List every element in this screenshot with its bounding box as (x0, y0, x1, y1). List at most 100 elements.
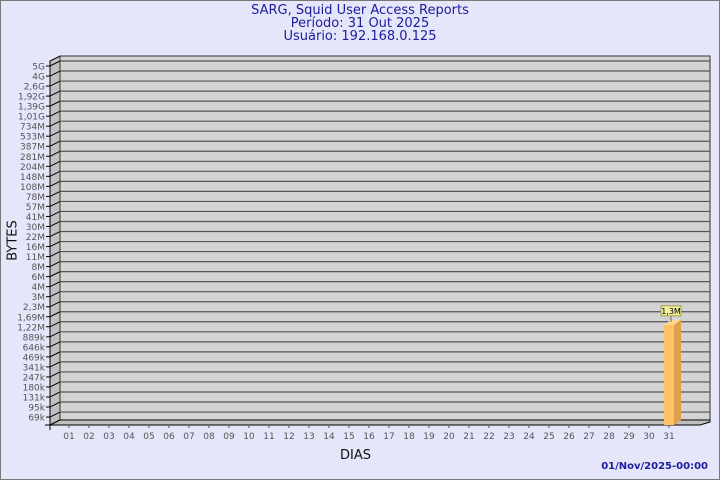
y-tick-depth (49, 321, 61, 328)
x-tick-label: 10 (243, 432, 255, 442)
y-tick-label: 3M (32, 293, 46, 303)
y-tick-depth (49, 361, 61, 368)
y-tick-label: 30M (26, 223, 45, 233)
y-tick-label: 889k (23, 333, 46, 343)
x-tick-label: 23 (503, 432, 514, 442)
y-tick-label: 95k (28, 404, 45, 414)
x-tick-label: 03 (103, 432, 114, 442)
y-tick-depth (49, 120, 61, 127)
bar-front (664, 324, 674, 425)
floor (49, 419, 711, 426)
x-tick-label: 28 (603, 432, 615, 442)
y-tick-depth (49, 100, 61, 107)
y-tick-label: 646k (23, 343, 46, 353)
y-tick-label: 4M (32, 283, 46, 293)
x-tick-label: 21 (463, 432, 474, 442)
y-tick-label: 1,69M (17, 313, 45, 323)
y-tick-label: 11M (26, 253, 45, 263)
y-tick-depth (49, 251, 61, 258)
x-tick-label: 18 (403, 432, 415, 442)
x-tick-label: 09 (223, 432, 235, 442)
y-tick-depth (49, 150, 61, 157)
x-tick-label: 13 (303, 432, 314, 442)
x-tick-label: 01 (63, 432, 74, 442)
x-tick-label: 25 (543, 432, 554, 442)
y-axis-label: BYTES (5, 220, 21, 261)
y-tick-depth (49, 271, 61, 278)
y-tick-depth (49, 341, 61, 348)
y-tick-depth (49, 180, 61, 187)
y-tick-label: 1,92G (18, 93, 45, 103)
y-tick-depth (49, 291, 61, 298)
y-tick-label: 57M (26, 203, 45, 213)
chart-title: SARG, Squid User Access Reports (251, 3, 469, 18)
y-tick-depth (49, 170, 61, 177)
y-tick-label: 387M (20, 143, 45, 153)
y-tick-label: 2,3M (23, 303, 45, 313)
x-tick-label: 27 (583, 432, 594, 442)
x-tick-label: 12 (283, 432, 294, 442)
generated-timestamp: 01/Nov/2025-00:00 (601, 461, 708, 472)
y-tick-depth (49, 200, 61, 207)
y-tick-depth (49, 80, 61, 87)
y-tick-depth (49, 391, 61, 398)
y-tick-label: 204M (20, 163, 45, 173)
x-tick-label: 31 (663, 432, 674, 442)
y-tick-depth (49, 371, 61, 378)
y-tick-depth (49, 401, 61, 408)
y-tick-label: 247k (23, 373, 46, 383)
y-tick-label: 131k (23, 393, 46, 403)
x-tick-label: 05 (143, 432, 154, 442)
x-tick-label: 22 (483, 432, 494, 442)
y-tick-label: 734M (20, 123, 45, 133)
y-tick-label: 1,01G (18, 113, 45, 123)
y-tick-depth (49, 331, 61, 338)
y-tick-label: 1,39G (18, 103, 45, 113)
plot-back (59, 55, 711, 421)
x-tick-label: 02 (83, 432, 94, 442)
x-tick-label: 24 (523, 432, 535, 442)
x-tick-label: 26 (563, 432, 575, 442)
y-tick-label: 108M (20, 183, 45, 193)
x-tick-label: 29 (623, 432, 635, 442)
y-tick-depth (49, 130, 61, 137)
y-tick-label: 2,6G (24, 83, 45, 93)
x-tick-label: 04 (123, 432, 135, 442)
y-tick-label: 281M (20, 153, 45, 163)
y-tick-depth (49, 311, 61, 318)
data-label-box (660, 305, 682, 317)
y-tick-label: 180k (23, 383, 46, 393)
x-tick-label: 07 (183, 432, 194, 442)
x-tick-label: 14 (323, 432, 335, 442)
x-tick-label: 19 (423, 432, 435, 442)
y-tick-depth (49, 160, 61, 167)
x-axis-label: DIAS (340, 448, 371, 463)
x-tick-label: 16 (363, 432, 375, 442)
y-tick-depth (49, 231, 61, 237)
chart-user: Usuário: 192.168.0.125 (283, 29, 437, 44)
y-tick-label: 4G (32, 73, 45, 83)
y-tick-label: 69k (28, 414, 45, 424)
y-tick-depth (49, 60, 61, 67)
y-tick-label: 1,22M (17, 323, 45, 333)
x-tick-label: 06 (163, 432, 175, 442)
y-tick-label: 8M (32, 263, 46, 273)
y-tick-label: 5G (32, 63, 45, 73)
data-label: 1,3M (661, 307, 681, 316)
y-tick-label: 469k (23, 353, 46, 363)
y-tick-depth (49, 301, 61, 308)
x-tick-label: 11 (263, 432, 274, 442)
bar-side (674, 319, 681, 425)
y-tick-depth (49, 351, 61, 358)
x-tick-label: 30 (643, 432, 655, 442)
y-tick-depth (49, 190, 61, 197)
y-tick-label: 78M (26, 193, 45, 203)
y-tick-depth (49, 261, 61, 268)
y-tick-depth (49, 70, 61, 77)
y-tick-label: 16M (26, 243, 45, 253)
x-tick-label: 08 (203, 432, 215, 442)
y-tick-depth (49, 381, 61, 388)
y-tick-depth (49, 110, 61, 117)
y-tick-label: 533M (20, 133, 45, 143)
y-tick-label: 148M (20, 173, 45, 183)
